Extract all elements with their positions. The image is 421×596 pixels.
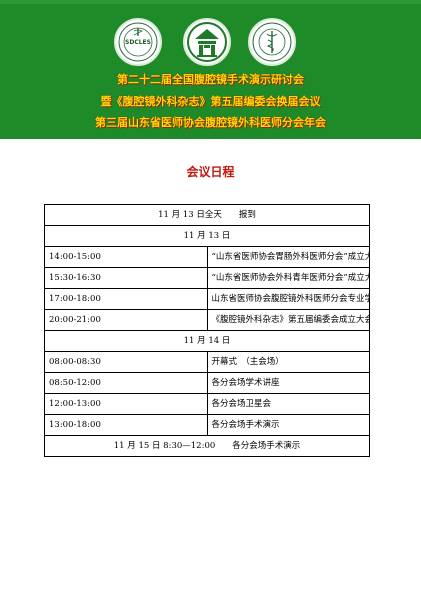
header-banner: SDCLES 第二十二届全国腹腔镜手术演示研讨会 暨《腹腔镜外科	[0, 0, 421, 139]
time-cell: 20:00-21:00	[44, 309, 208, 331]
event-cell: 各分会场学术讲座	[206, 372, 370, 394]
schedule-table: 11 月 13 日全天 报到 11 月 13 日 14:00-15:00 “山东省医师…	[44, 204, 370, 457]
logo-label: SDCLES	[125, 39, 151, 46]
caduceus-seal-icon	[248, 18, 296, 66]
page-title: 会议日程	[186, 165, 235, 179]
schedule-row: 11 月 14 日	[44, 330, 370, 352]
schedule-row: 20:00-21:00 《腹腔镜外科杂志》第五届编委会成立大会	[44, 309, 370, 331]
day-header-cell: 11 月 13 日	[44, 225, 370, 247]
schedule-row: 12:00-13:00 各分会场卫星会	[44, 393, 370, 415]
schedule-row: 08:50-12:00 各分会场学术讲座	[44, 372, 370, 394]
time-cell: 17:00-18:00	[44, 288, 208, 310]
banner-top-strip	[0, 0, 421, 4]
event-cell: 山东省医师协会腹腔镜外科医师分会专业学组成立会议	[206, 288, 370, 310]
schedule-row: 11 月 15 日 8:30—12:00 各分会场手术演示	[44, 435, 370, 457]
time-cell: 08:00-08:30	[44, 351, 208, 373]
event-cell: 各分会场手术演示	[206, 414, 370, 436]
sdcles-seal-icon: SDCLES	[114, 18, 162, 66]
logo-row: SDCLES	[0, 18, 421, 70]
time-cell: 12:00-13:00	[44, 393, 208, 415]
event-cell: 《腹腔镜外科杂志》第五届编委会成立大会	[206, 309, 370, 331]
medical-association-emblem-icon	[183, 18, 231, 66]
day-header-cell: 11 月 13 日全天 报到	[44, 204, 370, 226]
banner-title-line-3: 第三届山东省医师协会腹腔镜外科医师分会年会	[95, 116, 326, 129]
event-cell: 开幕式 （主会场）	[206, 351, 370, 373]
time-cell: 15:30-16:30	[44, 267, 208, 289]
day-header-cell: 11 月 15 日 8:30—12:00 各分会场手术演示	[44, 435, 370, 457]
schedule-row: 14:00-15:00 “山东省医师协会胃肠外科医师分会”成立大会	[44, 246, 370, 268]
time-cell: 08:50-12:00	[44, 372, 208, 394]
day-header-cell: 11 月 14 日	[44, 330, 370, 352]
event-cell: “山东省医师协会胃肠外科医师分会”成立大会	[206, 246, 370, 268]
time-cell: 13:00-18:00	[44, 414, 208, 436]
time-cell: 14:00-15:00	[44, 246, 208, 268]
schedule-row: 13:00-18:00 各分会场手术演示	[44, 414, 370, 436]
event-cell: 各分会场卫星会	[206, 393, 370, 415]
schedule-row: 11 月 13 日全天 报到	[44, 204, 370, 226]
schedule-row: 15:30-16:30 “山东省医师协会外科青年医师分会”成立大会	[44, 267, 370, 289]
event-cell: “山东省医师协会外科青年医师分会”成立大会	[206, 267, 370, 289]
schedule-row: 17:00-18:00山东省医师协会腹腔镜外科医师分会专业学组成立会议	[44, 288, 370, 310]
schedule-row: 11 月 13 日	[44, 225, 370, 247]
banner-title-line-2: 暨《腹腔镜外科杂志》第五届编委会换届会议	[100, 95, 321, 108]
banner-title-line-1: 第二十二届全国腹腔镜手术演示研讨会	[117, 73, 304, 86]
schedule-row: 08:00-08:30 开幕式 （主会场）	[44, 351, 370, 373]
